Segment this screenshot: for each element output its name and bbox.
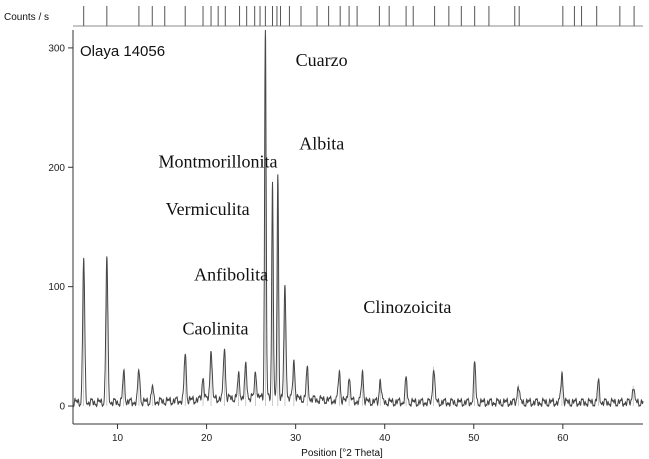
mineral-label: Cuarzo xyxy=(296,50,348,70)
diffraction-trace xyxy=(72,29,644,408)
mineral-annotations: Cuarzo Albita Montmorillonita Vermiculita An… xyxy=(159,50,452,339)
y-tick-label: 200 xyxy=(48,163,65,174)
x-axis-label: Position [°2 Theta] xyxy=(301,448,383,459)
sample-label: Olaya 14056 xyxy=(80,43,165,60)
mineral-label: Caolinita xyxy=(183,318,249,338)
y-tick-label: 100 xyxy=(48,282,65,293)
x-tick-label: 10 xyxy=(112,433,124,444)
x-tick-label: 20 xyxy=(201,433,213,444)
y-tick-label: 0 xyxy=(59,402,65,413)
y-tick-label: 300 xyxy=(48,43,65,54)
mineral-label: Clinozoicita xyxy=(363,297,451,317)
y-axis: 0 100 200 300 xyxy=(48,43,73,413)
mineral-label: Vermiculita xyxy=(166,199,250,219)
x-tick-label: 60 xyxy=(557,433,569,444)
mineral-label: Albita xyxy=(299,133,344,153)
reference-marks xyxy=(73,6,643,27)
x-axis: 10 20 30 40 50 60 xyxy=(112,424,569,444)
plot-frame xyxy=(72,30,643,425)
trace-line xyxy=(72,29,644,408)
mineral-label: Anfibolita xyxy=(194,265,268,285)
x-tick-label: 50 xyxy=(468,433,480,444)
mineral-label: Montmorillonita xyxy=(159,151,278,171)
labels: Counts / s Position [°2 Theta] Olaya 140… xyxy=(4,12,383,459)
x-tick-label: 30 xyxy=(290,433,302,444)
x-tick-label: 40 xyxy=(379,433,391,444)
y-axis-label: Counts / s xyxy=(4,12,49,23)
